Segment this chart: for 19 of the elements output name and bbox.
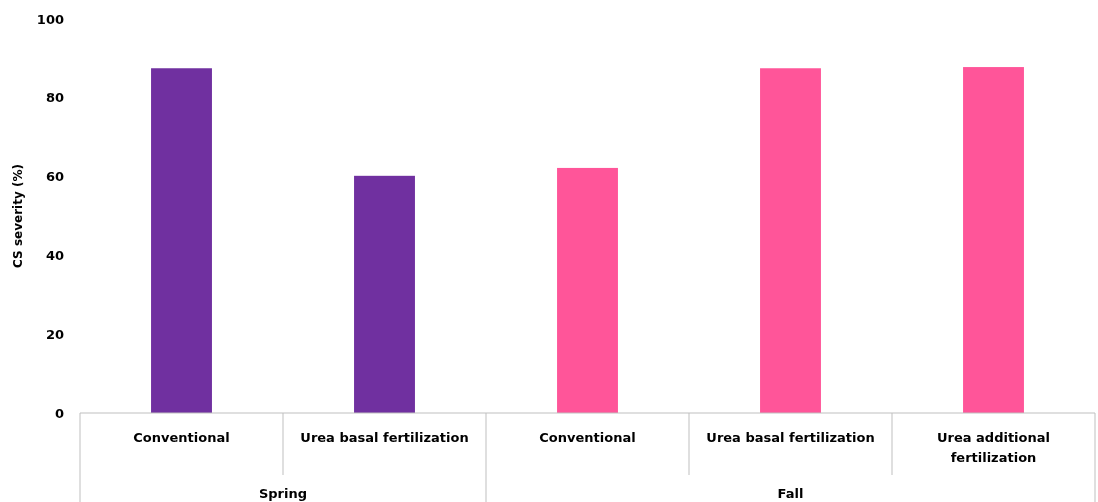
bar [151, 68, 212, 413]
bar [354, 175, 415, 413]
bar [963, 67, 1024, 413]
text: Spring [258, 486, 308, 501]
y-tick-label: 20 [45, 326, 64, 342]
x-tick-label: Conventional [539, 430, 636, 445]
bar [557, 167, 618, 413]
y-tick-label: 80 [45, 90, 64, 106]
y-tick-label: 0 [54, 405, 64, 421]
y-axis-title: CS severity (%) [11, 164, 25, 268]
x-tick-label: Conventional [133, 430, 230, 445]
bar [760, 68, 821, 413]
y-tick-label: 100 [36, 11, 64, 27]
y-tick-label: 60 [45, 169, 64, 185]
text: Fall [777, 486, 804, 501]
x-tick-label: Urea basal fertilization [706, 430, 875, 445]
x-tick-label: Urea basal fertilization [300, 430, 469, 445]
y-tick-label: 40 [45, 247, 64, 263]
x-tick-label: Urea additional fertilization [936, 430, 1051, 465]
